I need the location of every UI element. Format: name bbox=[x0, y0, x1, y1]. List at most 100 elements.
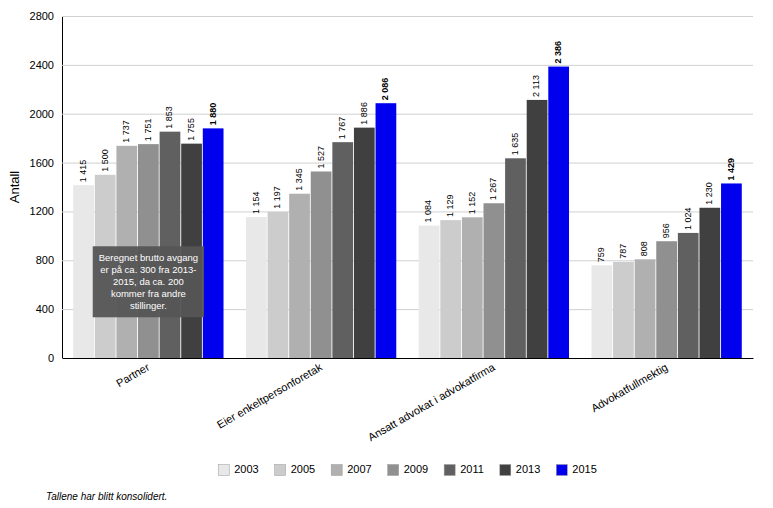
y-tick-label: 2400 bbox=[30, 59, 54, 71]
y-axis-title: Antall bbox=[7, 171, 22, 204]
legend-swatch bbox=[556, 465, 567, 476]
data-label: 1 527 bbox=[316, 146, 326, 169]
data-label: 1 084 bbox=[423, 200, 433, 223]
bar bbox=[678, 233, 699, 358]
legend-item: 2015 bbox=[556, 463, 596, 476]
bar bbox=[73, 185, 94, 358]
data-label: 759 bbox=[596, 247, 606, 262]
data-label: 1 751 bbox=[143, 119, 153, 142]
data-label: 1 129 bbox=[445, 195, 455, 218]
grid-line bbox=[62, 65, 753, 66]
data-label: 1 230 bbox=[704, 182, 714, 205]
legend-label: 2011 bbox=[460, 463, 484, 475]
legend-swatch bbox=[444, 465, 455, 476]
bar bbox=[419, 226, 440, 358]
data-label: 1 500 bbox=[100, 149, 110, 172]
legend-swatch bbox=[500, 465, 511, 476]
x-tick: Advokatfullmektig bbox=[589, 361, 670, 415]
bar bbox=[505, 158, 526, 358]
bar bbox=[203, 128, 224, 358]
bar bbox=[462, 217, 483, 358]
grid-line bbox=[62, 358, 753, 359]
bar bbox=[527, 100, 548, 358]
data-label: 808 bbox=[639, 241, 649, 256]
bars bbox=[73, 67, 742, 358]
bar bbox=[591, 265, 612, 358]
data-label: 1 152 bbox=[467, 192, 477, 215]
y-tick-label: 2800 bbox=[30, 10, 54, 22]
data-label: 1 154 bbox=[251, 192, 261, 215]
y-tick: 2800 bbox=[30, 10, 753, 22]
annotation-box bbox=[93, 246, 204, 317]
data-label: 1 635 bbox=[510, 133, 520, 156]
grid-line bbox=[62, 16, 753, 17]
bar bbox=[246, 217, 267, 358]
legend-swatch bbox=[331, 465, 342, 476]
legend-item: 2009 bbox=[388, 463, 428, 476]
data-label: 1 880 bbox=[208, 103, 218, 126]
chart: 040080012001600200024002800PartnerEier e… bbox=[0, 0, 773, 508]
legend-label: 2009 bbox=[404, 463, 428, 475]
legend-label: 2015 bbox=[572, 463, 596, 475]
data-label: 787 bbox=[618, 244, 628, 259]
bar bbox=[311, 171, 332, 358]
x-tick: Partner bbox=[114, 361, 152, 390]
plot: 040080012001600200024002800PartnerEier e… bbox=[30, 10, 754, 443]
bar bbox=[699, 208, 720, 358]
bar bbox=[268, 212, 289, 358]
x-axis: Partner Eier enkeltpersonforetak Ansatt ad… bbox=[63, 359, 754, 444]
bar bbox=[548, 67, 569, 358]
annotation-text: Beregnet brutto avganger på ca. 300 fra … bbox=[99, 252, 198, 311]
legend-label: 2007 bbox=[347, 463, 371, 475]
bar bbox=[484, 203, 505, 358]
data-label: 956 bbox=[661, 223, 671, 238]
legend-item: 2003 bbox=[218, 463, 258, 476]
footnote: Tallene har blitt konsolidert. bbox=[46, 491, 167, 502]
bar bbox=[635, 259, 656, 358]
legend-label: 2013 bbox=[516, 463, 540, 475]
y-axis: 040080012001600200024002800 bbox=[30, 10, 753, 364]
bar bbox=[354, 128, 375, 358]
y-tick-label: 1600 bbox=[30, 157, 54, 169]
data-label: 1 767 bbox=[337, 117, 347, 140]
legend-label: 2003 bbox=[234, 463, 258, 475]
y-tick: 2400 bbox=[30, 59, 753, 71]
bar bbox=[289, 194, 310, 358]
data-label: 1 853 bbox=[164, 106, 174, 129]
x-tick-label: Ansatt advokat i advokatfirma bbox=[366, 360, 498, 443]
legend-item: 2005 bbox=[275, 463, 315, 476]
data-label: 2 386 bbox=[553, 41, 563, 64]
data-label: 1 024 bbox=[683, 207, 693, 230]
legend-item: 2011 bbox=[444, 463, 484, 476]
x-tick-label: Partner bbox=[114, 361, 152, 390]
x-tick-label: Eier enkeltpersonforetak bbox=[215, 360, 325, 430]
data-label: 1 197 bbox=[272, 186, 282, 209]
legend-label: 2005 bbox=[291, 463, 315, 475]
annotation: Beregnet brutto avganger på ca. 300 fra … bbox=[93, 246, 204, 317]
data-label: 1 267 bbox=[488, 178, 498, 201]
data-label: 1 429 bbox=[726, 158, 736, 181]
y-axis-line bbox=[63, 17, 754, 359]
bar bbox=[376, 103, 397, 358]
data-label: 1 886 bbox=[359, 102, 369, 125]
data-labels: 1 4151 1541 0847591 5001 1971 1297871 73… bbox=[78, 41, 736, 262]
bar bbox=[440, 220, 461, 358]
bar bbox=[160, 132, 181, 358]
data-label: 2 086 bbox=[380, 78, 390, 101]
y-tick-label: 1200 bbox=[30, 205, 54, 217]
x-tick-label: Advokatfullmektig bbox=[589, 361, 670, 415]
x-axis-line bbox=[63, 358, 754, 359]
legend-swatch bbox=[388, 465, 399, 476]
data-label: 1 345 bbox=[294, 168, 304, 191]
bar bbox=[613, 262, 634, 358]
y-tick-label: 800 bbox=[36, 254, 54, 266]
bar bbox=[332, 142, 353, 358]
data-label: 1 415 bbox=[78, 160, 88, 183]
data-label: 2 113 bbox=[531, 75, 541, 97]
legend-item: 2007 bbox=[331, 463, 371, 476]
y-tick-label: 0 bbox=[48, 352, 54, 364]
legend-swatch bbox=[218, 465, 229, 476]
data-label: 1 755 bbox=[186, 118, 196, 141]
x-tick: Eier enkeltpersonforetak bbox=[215, 360, 325, 430]
y-tick-label: 2000 bbox=[30, 108, 54, 120]
